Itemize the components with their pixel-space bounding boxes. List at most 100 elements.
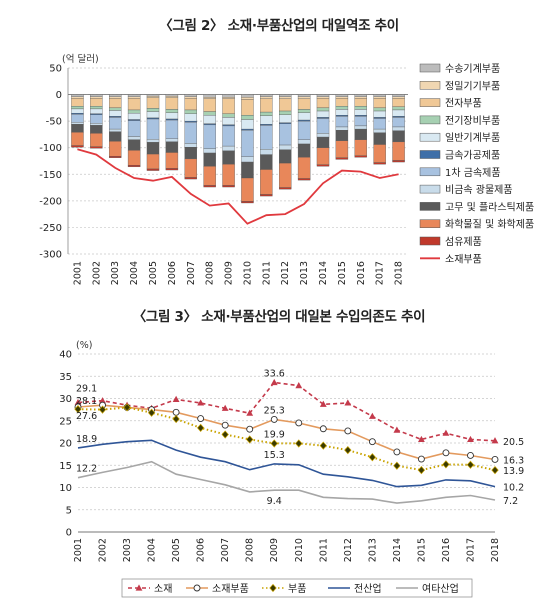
chart2-data-label: 19.9 [264, 429, 285, 440]
chart2-xtick-label: 2011 [318, 538, 329, 562]
chart1-ytick-label: 50 [49, 64, 62, 75]
chart1-bar-segment [297, 120, 311, 140]
chart1-bar-segment [279, 123, 292, 146]
chart1-bar-segment [165, 141, 179, 153]
chart1-svg: (억 달러)50 0 -50 -100 -150 -200 -250 -300 2001 2002… [39, 53, 534, 285]
chart2-ytick-label: 5 [66, 505, 72, 516]
chart1-legend-swatch [419, 150, 441, 159]
chart2-ytick-label: 20 [59, 439, 72, 450]
chart1-bar-segment [146, 142, 160, 155]
chart1-legend-swatch [419, 202, 441, 211]
chart1-bar-segment [297, 178, 311, 181]
chart2-point [74, 405, 82, 414]
chart2-ytick-label: 0 [66, 528, 72, 539]
chart1-bar-segment [241, 99, 254, 116]
chart1-title: 〈그림 2〉 소재·부품산업의 대일역조 추이 [159, 18, 399, 34]
chart2-xtick-label: 2016 [441, 538, 452, 562]
chart2-point [491, 456, 499, 463]
chart1-bar-segment [184, 113, 197, 122]
chart1-bar-segment [392, 160, 405, 163]
chart1-bar-segment [373, 132, 386, 145]
chart1-bar-segment [71, 96, 84, 99]
chart1-bar-segment [392, 94, 405, 97]
chart1-xtick-label: 2005 [148, 261, 159, 285]
chart2-point [319, 425, 327, 433]
chart2-point [467, 435, 474, 443]
chart2-legend-label: 여타산업 [422, 582, 459, 595]
chart1-xtick-label: 2018 [394, 261, 405, 285]
chart2-point [99, 397, 106, 404]
chart1-bar-segment [71, 132, 84, 146]
chart2-point [196, 423, 205, 432]
chart2-point [393, 448, 401, 456]
chart1-bar-segment [241, 130, 254, 157]
chart2-point [197, 415, 205, 422]
chart1-line-series [77, 148, 399, 225]
chart2-line-series [77, 381, 496, 442]
chart2-point [246, 409, 254, 416]
chart1-bar-segment [260, 194, 273, 197]
chart2-point [319, 441, 327, 450]
chart1-bar-segment [373, 144, 386, 163]
chart1-bar-segment [279, 149, 292, 164]
chart1-bar-segment [241, 119, 254, 130]
chart1-bar-segment [90, 114, 103, 124]
chart1-legend-swatch [419, 236, 441, 246]
chart1-bar-segment [71, 108, 84, 114]
chart1-bar-segment [203, 97, 216, 99]
chart2-point [269, 583, 277, 593]
chart1-xtick-label: 2008 [205, 261, 216, 285]
chart1-bar-segment [165, 94, 179, 97]
chart2-xtick-label: 2010 [294, 538, 305, 562]
chart1-bar-segment [297, 139, 311, 145]
chart1-bar-segment [335, 157, 349, 160]
chart2-point [442, 429, 450, 436]
chart1-bar-segment [222, 150, 235, 165]
chart1-bar-segment [127, 136, 141, 140]
chart2-data-label: 12.2 [76, 464, 97, 475]
chart2-point [418, 435, 425, 443]
chart1-ytick-label: -250 [39, 223, 62, 234]
chart1-bar-segment [316, 118, 330, 134]
chart2-point [172, 414, 180, 424]
chart1-bar-segment [260, 154, 273, 170]
chart1-bar-segment [354, 96, 367, 99]
chart1-bar-segment [127, 98, 141, 111]
chart1-xtick-label: 2015 [337, 261, 348, 285]
chart1-xtick-label: 2001 [72, 261, 83, 285]
chart1-legend-swatch [419, 115, 441, 125]
chart2-point [172, 408, 180, 416]
chart2-ytick-label: 35 [59, 372, 72, 383]
chart1-bar-segment [354, 125, 367, 130]
chart1-bar-segment [127, 139, 141, 151]
chart1-bar-segment [279, 110, 292, 115]
chart1-bar-segment [71, 106, 84, 110]
chart1-ytick-label: -100 [39, 143, 62, 154]
chart1-bar-segment [260, 169, 273, 195]
chart1-ytick-label: -200 [39, 196, 62, 207]
chart1-bar-segment [184, 177, 197, 180]
chart1-bar-segment [203, 98, 216, 112]
chart1-bar-segment [297, 98, 311, 110]
chart1-bar-segment [279, 114, 292, 123]
chart1-bar-segment [335, 109, 349, 116]
chart2-xtick-label: 2007 [220, 538, 231, 562]
chart1-bar-segment [279, 187, 292, 190]
chart2-ytick-label: 10 [59, 483, 72, 494]
chart2-ytick-label: 30 [59, 394, 72, 405]
chart2-point [491, 437, 499, 444]
chart2-point [344, 399, 352, 406]
chart2-point [393, 461, 401, 470]
chart2-data-label: 27.6 [76, 411, 97, 422]
chart2-legend-box [121, 578, 473, 598]
chart1-xtick-label: 2009 [224, 261, 235, 285]
chart1-xtick-label: 2011 [261, 261, 272, 285]
chart1-legend-label: 화학물질 및 화학제품 [445, 219, 534, 231]
chart1-bar-segment [316, 133, 330, 138]
chart1-bar-segment [203, 185, 216, 188]
chart2-xtick-label: 2003 [122, 538, 133, 562]
chart1-ytick-label: -150 [39, 170, 62, 181]
chart1-bar-segment [109, 96, 122, 99]
chart2-data-label: 16.3 [503, 455, 524, 466]
chart2-point [368, 453, 377, 462]
